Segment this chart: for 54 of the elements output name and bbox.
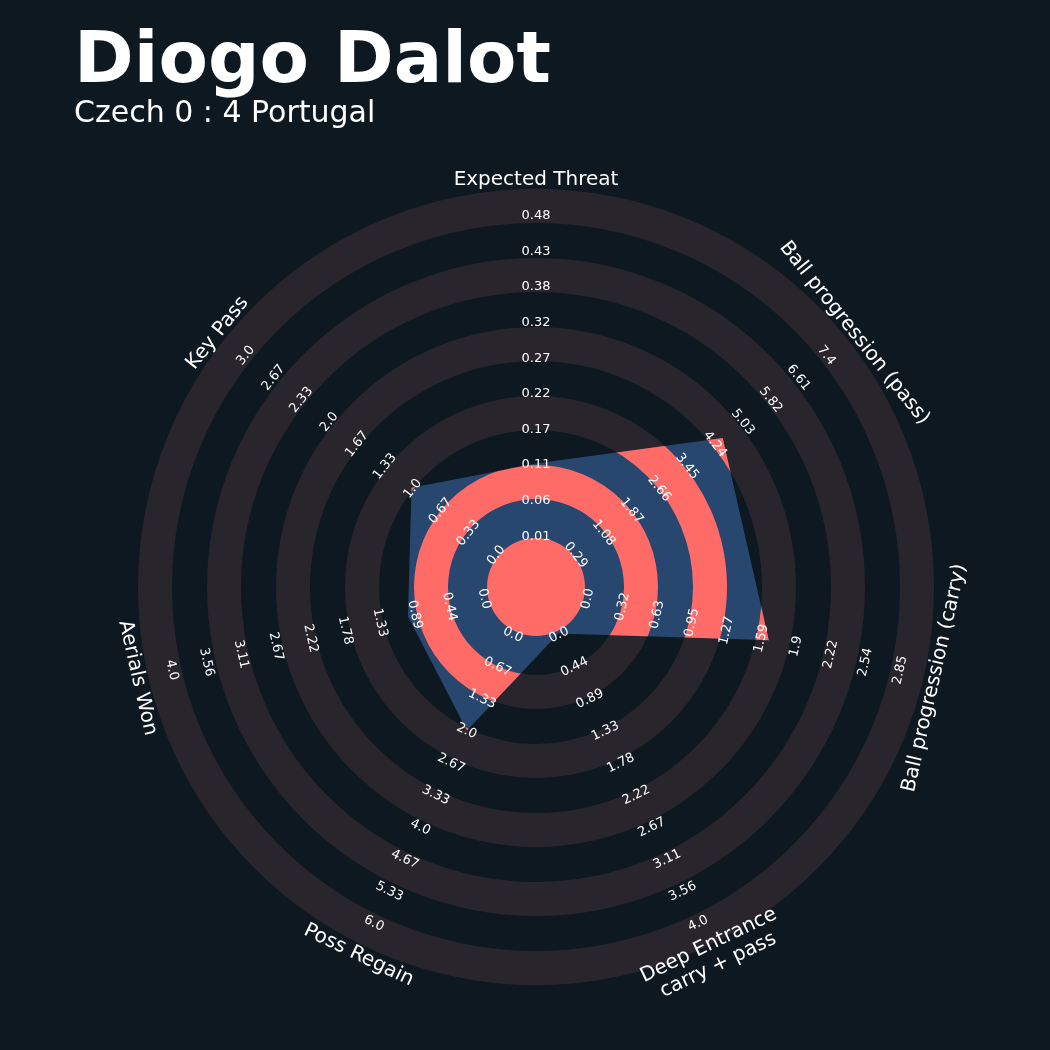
text: 0.22 [521,385,551,401]
text: 2.22 [819,638,841,670]
text: 0.44 [557,652,591,679]
text: 0.38 [521,278,551,294]
text: 4.67 [389,845,422,872]
text: 0.89 [405,598,427,631]
text: 0.01 [521,527,551,543]
text: 2.0 [316,408,341,435]
text: 1.9 [785,634,805,658]
text: 1.59 [749,622,771,654]
text: 0.27 [521,349,551,365]
text: 4.0 [163,658,183,682]
text: 2.67 [435,749,468,776]
text: 3.56 [197,646,219,678]
text: 1.0 [399,475,425,501]
text: 2.22 [619,781,653,808]
text: 0.0 [483,541,508,568]
text: 2.67 [266,630,288,662]
chart-title: Diogo Dalot [74,15,551,99]
text: 6.0 [361,911,387,934]
text: 3.56 [665,877,699,904]
text: 0.32 [610,590,632,623]
spoke-label: Aerials Won [114,617,164,738]
text: 3.33 [419,781,453,808]
text: 3.11 [650,845,683,872]
text: 0.44 [440,590,462,623]
text: 2.85 [888,654,910,686]
text: 4.0 [408,815,434,838]
text: 1.33 [370,606,392,639]
text: 0.0 [545,622,572,646]
text: 0.0 [475,586,495,611]
text: 0.89 [573,684,606,712]
text: 1.78 [335,614,358,647]
text: 0.67 [481,652,515,679]
spoke-label: Expected Threat [453,166,619,190]
text: 3.0 [232,342,258,368]
text: 0.17 [521,420,551,436]
text: 0.43 [521,242,551,258]
text: 3.11 [231,638,253,670]
text: 5.33 [373,877,407,904]
text: 0.0 [577,586,597,611]
text: 1.27 [714,614,737,647]
text: 2.54 [853,646,875,678]
text: 2.67 [634,813,668,840]
text: 0.95 [680,606,702,639]
text: 0.63 [645,598,667,631]
text: 1.78 [604,749,637,776]
text: 1.33 [466,684,499,712]
text: 2.22 [301,622,323,654]
text: 0.48 [521,207,551,223]
text: 0.0 [500,622,527,646]
text: 0.32 [521,313,551,329]
text: 2.0 [454,718,480,742]
text: 1.33 [588,717,622,744]
